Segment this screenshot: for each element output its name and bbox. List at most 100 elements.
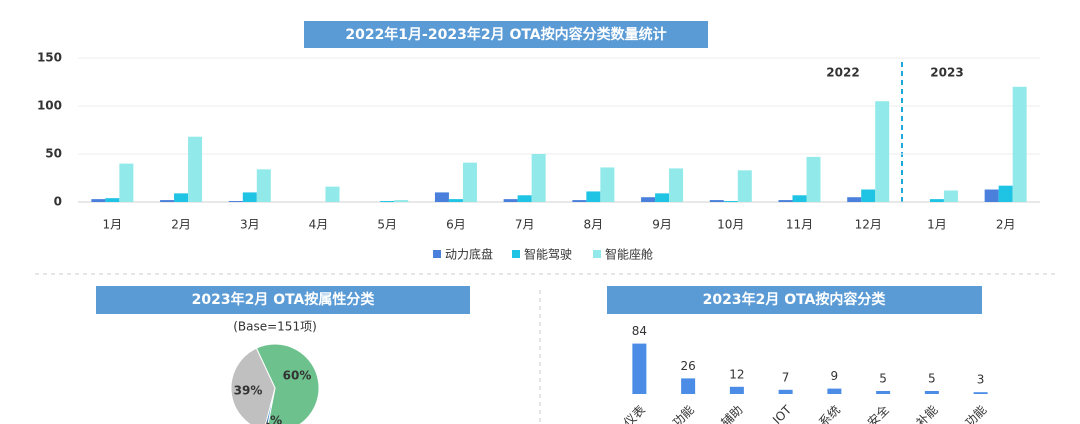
x-tick-label: 2月 [171, 218, 191, 232]
x-tick-label: 8月 [584, 218, 604, 232]
x-tick-label: 5月 [377, 218, 397, 232]
bar [119, 163, 134, 202]
chart-title: 2023年2月 OTA按内容分类 [703, 291, 887, 308]
data-label: 26 [680, 359, 695, 373]
data-label: 5 [879, 372, 887, 386]
bar [586, 191, 601, 202]
bar [228, 201, 243, 202]
x-tick-label: 12月 [855, 218, 882, 232]
x-tick-label: 1月 [103, 218, 123, 232]
title-banner [607, 286, 982, 314]
bar [188, 136, 203, 202]
bar [503, 199, 518, 202]
chart-title: 2023年2月 OTA按属性分类 [192, 291, 376, 308]
bar [91, 199, 106, 202]
x-tick-label: 系统 [816, 403, 843, 424]
bar [641, 197, 656, 202]
x-tick-label: 补能 [914, 403, 941, 424]
bar [160, 200, 175, 202]
legend-label: 动力底盘 [445, 247, 493, 262]
bar [973, 392, 988, 394]
bar [723, 201, 738, 202]
bar [256, 169, 271, 202]
slice-label: 60% [283, 369, 312, 383]
x-tick-label: 安全 [864, 402, 892, 424]
bar [325, 186, 340, 202]
bar [709, 200, 724, 202]
bar [924, 391, 939, 394]
x-tick-label: 6月 [446, 218, 466, 232]
data-label: 9 [831, 369, 839, 383]
legend-label: 智能座舱 [605, 247, 653, 262]
bar [929, 199, 944, 202]
y-tick-label: 100 [37, 99, 62, 113]
bar [105, 198, 120, 202]
x-tick-label: 3月 [240, 218, 260, 232]
bar [448, 199, 463, 202]
bar [242, 192, 257, 202]
slice-label: 39% [234, 384, 263, 398]
bar [861, 189, 876, 202]
data-label: 3 [977, 373, 985, 387]
bar [778, 200, 793, 202]
x-tick-label: 2月 [996, 218, 1016, 232]
bar [517, 195, 532, 202]
subtitle: (Base=151项) [233, 320, 317, 334]
title-banner [96, 286, 470, 314]
x-tick-label: IOT [770, 402, 795, 424]
data-label: 12 [729, 367, 744, 381]
data-label: 84 [632, 324, 647, 338]
x-tick-label: 仪表 [621, 403, 648, 424]
bar [806, 156, 821, 202]
bar [462, 162, 477, 202]
bar [174, 193, 189, 202]
chart-title: 2022年1月-2023年2月 OTA按内容分类数量统计 [345, 26, 666, 43]
bar [943, 190, 958, 202]
bar [380, 201, 395, 202]
bar [792, 195, 807, 202]
title-banner [304, 21, 708, 48]
legend-swatch [593, 250, 601, 258]
bar [827, 388, 842, 394]
y-tick-label: 0 [54, 195, 62, 209]
y-tick-label: 150 [37, 51, 62, 65]
pie-slice [230, 347, 276, 424]
y-tick-label: 50 [45, 147, 62, 161]
legend-swatch [433, 250, 441, 258]
bar [984, 189, 999, 202]
bar [394, 200, 409, 202]
bar [531, 154, 546, 202]
bar [434, 192, 449, 202]
bar [737, 170, 752, 202]
x-tick-label: 11月 [786, 218, 813, 232]
x-tick-label: 9月 [652, 218, 672, 232]
bar [778, 389, 793, 394]
x-tick-label: 10月 [717, 218, 744, 232]
annotation: 2022 [826, 66, 859, 80]
x-tick-label: 功能 [962, 403, 989, 424]
legend-swatch [512, 250, 520, 258]
x-tick-label: 辅助 [719, 403, 746, 424]
data-label: 5 [928, 372, 936, 386]
bar [847, 197, 862, 202]
bar [998, 185, 1013, 202]
bar [669, 168, 684, 202]
x-tick-label: 7月 [515, 218, 535, 232]
x-tick-label: 4月 [309, 218, 329, 232]
bar [600, 167, 615, 202]
slice-label: 1% [262, 414, 282, 424]
x-tick-label: 1月 [927, 218, 947, 232]
x-tick-label: 功能 [670, 403, 697, 424]
annotation: 2023 [930, 66, 963, 80]
bar [655, 193, 670, 202]
data-label: 7 [782, 370, 790, 384]
bar [572, 200, 587, 202]
bar [632, 343, 647, 394]
legend-label: 智能驾驶 [524, 247, 572, 262]
bar [875, 101, 890, 202]
bar [1012, 86, 1027, 202]
bar [729, 386, 744, 394]
bar [681, 378, 696, 394]
bar [876, 391, 891, 394]
